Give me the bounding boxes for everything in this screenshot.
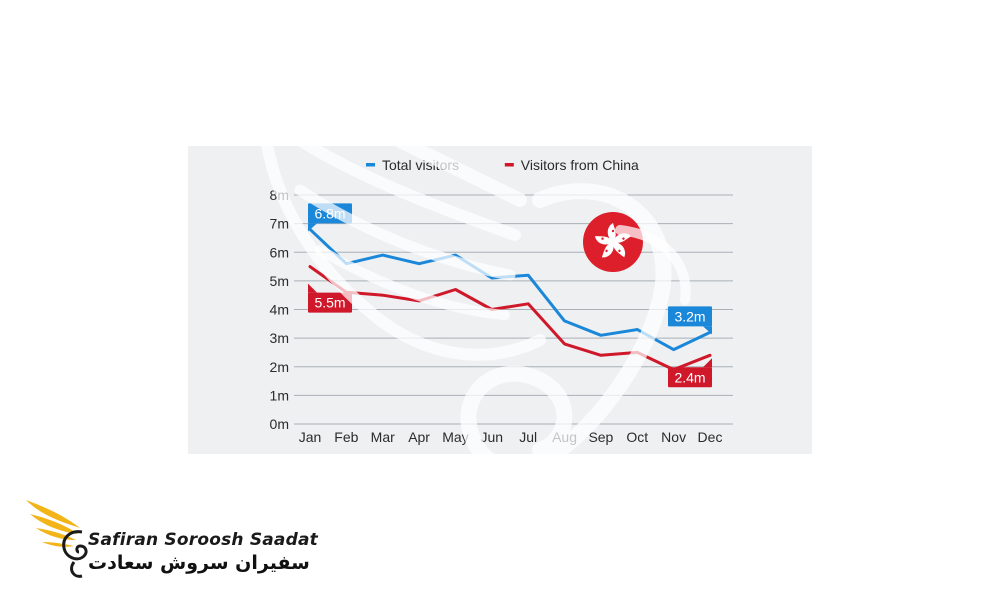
x-tick-label: Feb	[334, 429, 358, 445]
x-tick-label: Apr	[408, 429, 430, 445]
x-tick-label: Jul	[519, 429, 537, 445]
x-tick-label: Aug	[552, 429, 577, 445]
callout-text: 5.5m	[314, 295, 345, 311]
callout-text: 3.2m	[674, 308, 705, 324]
series-line-1	[308, 265, 712, 372]
callout-label: 6.8m	[308, 203, 352, 232]
legend-label: Visitors from China	[521, 157, 639, 173]
y-tick-label: 6m	[270, 244, 289, 260]
golden-wing-logo-icon	[26, 500, 88, 578]
x-tick-label: Jun	[481, 429, 504, 445]
chart-panel: Total visitors Visitors from China 0m 1m 2m…	[188, 146, 812, 454]
brand-name-persian: سفیران سروش سعادت	[88, 552, 310, 574]
x-tick-label: Sep	[588, 429, 613, 445]
series-line-0	[308, 227, 712, 352]
x-tick-label: May	[442, 429, 468, 445]
callout-label: 3.2m	[668, 306, 712, 335]
y-tick-label: 8m	[270, 187, 289, 203]
chart-series	[308, 227, 712, 372]
x-tick-label: Oct	[626, 429, 648, 445]
legend-swatch	[366, 163, 375, 167]
x-tick-label: Mar	[371, 429, 395, 445]
x-axis: Jan Feb Mar Apr May Jun Jul Aug Sep Oct Nov Dec	[299, 429, 723, 445]
y-tick-label: 2m	[270, 359, 289, 375]
y-tick-label: 0m	[270, 416, 289, 432]
y-tick-label: 1m	[270, 387, 289, 403]
callout-label: 2.4m	[668, 358, 712, 388]
callout-text: 2.4m	[674, 369, 705, 385]
legend-label: Total visitors	[382, 157, 459, 173]
callout-text: 6.8m	[314, 205, 345, 221]
x-tick-label: Nov	[661, 429, 686, 445]
chart-legend: Total visitors Visitors from China	[366, 157, 639, 173]
y-tick-label: 3m	[270, 330, 289, 346]
brand-name-latin: Safiran Soroosh Saadat	[88, 530, 318, 550]
line-chart: Total visitors Visitors from China 0m 1m 2m…	[270, 157, 733, 445]
y-axis: 0m 1m 2m 3m 4m 5m 6m 7m 8m	[270, 187, 289, 432]
hong-kong-flag-icon	[583, 212, 643, 272]
y-tick-label: 7m	[270, 216, 289, 232]
y-tick-label: 4m	[270, 302, 289, 318]
x-tick-label: Jan	[299, 429, 322, 445]
brand-logo: Safiran Soroosh Saadat سفیران سروش سعادت	[22, 492, 318, 582]
legend-swatch	[504, 163, 514, 167]
chart-gridlines	[294, 194, 733, 425]
x-tick-label: Dec	[698, 429, 723, 445]
callout-label: 5.5m	[308, 283, 352, 313]
y-tick-label: 5m	[270, 273, 289, 289]
